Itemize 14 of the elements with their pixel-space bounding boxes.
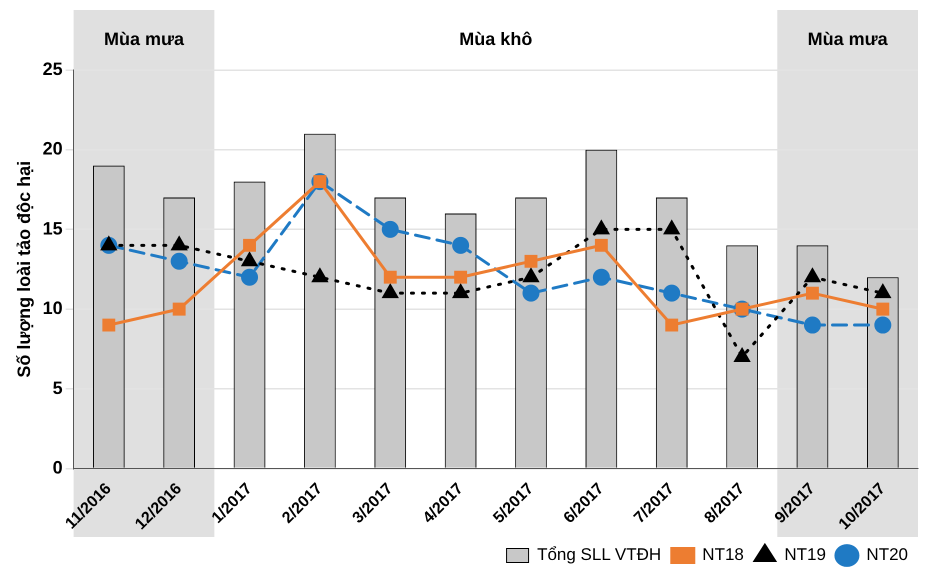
y-tick-label: 0 bbox=[52, 457, 63, 478]
legend-label: Tổng SLL VTĐH bbox=[537, 545, 662, 564]
legend-label: NT20 bbox=[866, 545, 908, 564]
band-label: Mùa mưa bbox=[808, 28, 889, 49]
y-tick-label: 20 bbox=[42, 138, 63, 159]
y-axis-title: Số lượng loài tảo độc hại bbox=[14, 160, 34, 378]
y-tick-label: 5 bbox=[52, 378, 63, 398]
legend-label: NT18 bbox=[702, 545, 744, 564]
text: Mùa khô bbox=[459, 28, 532, 49]
y-tick-label: 15 bbox=[42, 218, 63, 238]
y-tick-label: 10 bbox=[42, 298, 63, 318]
y-tick-label: 25 bbox=[42, 58, 63, 79]
legend-label: NT19 bbox=[784, 545, 826, 564]
band-label: Mùa mưa bbox=[104, 28, 185, 49]
